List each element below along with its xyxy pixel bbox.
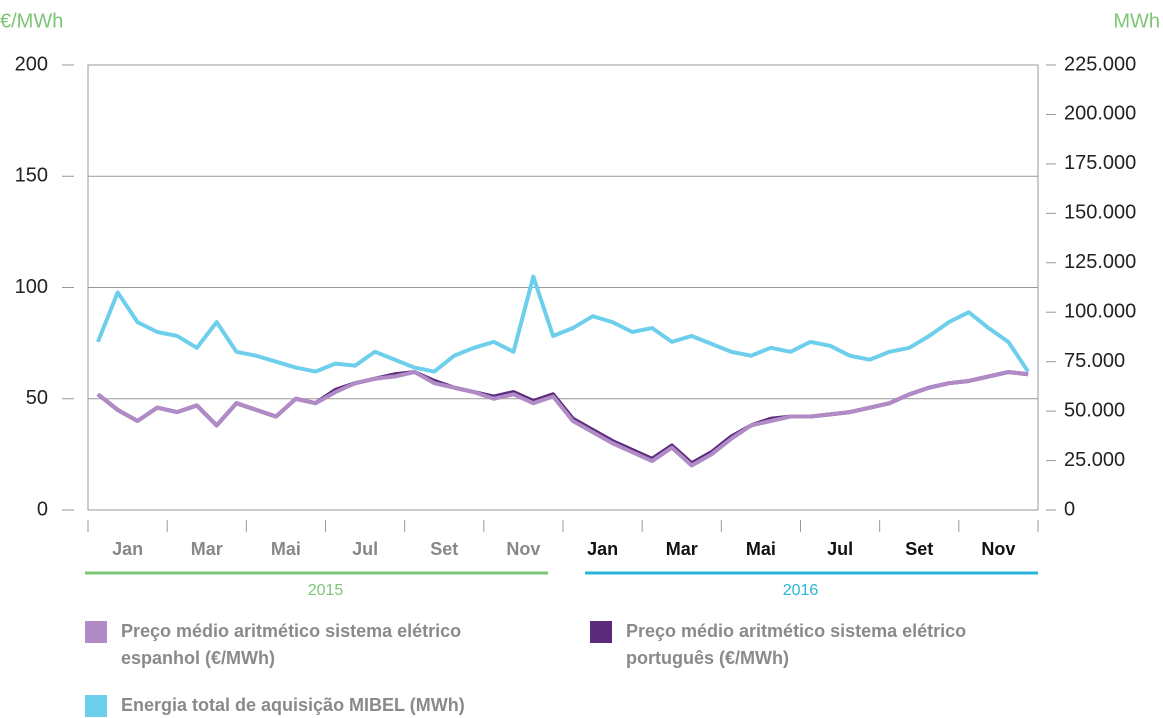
y2-tick-label: 125.000: [1064, 251, 1136, 273]
x-tick-label: Mar: [191, 539, 223, 559]
chart: €/MWh MWh 0 50 100 150 200 0 25.000 50.000 75.00…: [0, 10, 1160, 599]
x-tick-label: Nov: [981, 539, 1015, 559]
y2-tick-label: 50.000: [1064, 399, 1125, 421]
series-line: [96, 370, 1029, 468]
x-tick-label: Mai: [271, 539, 301, 559]
series-line: [96, 370, 1029, 466]
x-tick-label: Jan: [112, 539, 143, 559]
y-axis-label: €/MWh: [0, 10, 63, 32]
y2-tick-label: 200.000: [1064, 103, 1136, 125]
legend-label: Energia total de aquisição MIBEL (MWh): [121, 695, 465, 715]
x-tick-label: Mai: [746, 539, 776, 559]
legend-item: Preço médio aritmético sistema elétrico …: [590, 618, 990, 672]
y-tick-label: 200: [15, 53, 48, 75]
y2-axis-label: MWh: [1113, 10, 1160, 32]
x-tick-label: Jan: [587, 539, 618, 559]
x-tick-label: Mar: [666, 539, 698, 559]
legend-label: Preço médio aritmético sistema elétrico …: [626, 621, 967, 668]
year-label: 2016: [783, 582, 819, 599]
y2-tick-label: 75.000: [1064, 350, 1125, 372]
y2-tick-label: 0: [1064, 498, 1075, 520]
legend-item: Energia total de aquisição MIBEL (MWh): [85, 692, 605, 718]
legend-swatch: [85, 621, 107, 643]
x-tick-label: Jul: [352, 539, 378, 559]
y-tick-label: 0: [37, 498, 48, 520]
legend-swatch: [85, 695, 107, 717]
y2-tick-label: 25.000: [1064, 449, 1125, 471]
x-tick-label: Jul: [827, 539, 853, 559]
y2-tick-label: 175.000: [1064, 152, 1136, 174]
legend-item: Preço médio aritmético sistema elétrico …: [85, 618, 485, 672]
y-tick-label: 50: [26, 387, 48, 409]
legend-label: Preço médio aritmético sistema elétrico …: [121, 621, 462, 668]
y-tick-label: 150: [15, 165, 48, 187]
y2-tick-label: 100.000: [1064, 301, 1136, 323]
y-tick-label: 100: [15, 276, 48, 298]
x-tick-label: Nov: [506, 539, 540, 559]
y2-tick-label: 225.000: [1064, 53, 1136, 75]
y2-tick-label: 150.000: [1064, 202, 1136, 224]
x-tick-label: Set: [430, 539, 458, 559]
series-line: [96, 274, 1030, 374]
legend-swatch: [590, 621, 612, 643]
year-label: 2015: [308, 582, 344, 599]
x-tick-label: Set: [905, 539, 933, 559]
